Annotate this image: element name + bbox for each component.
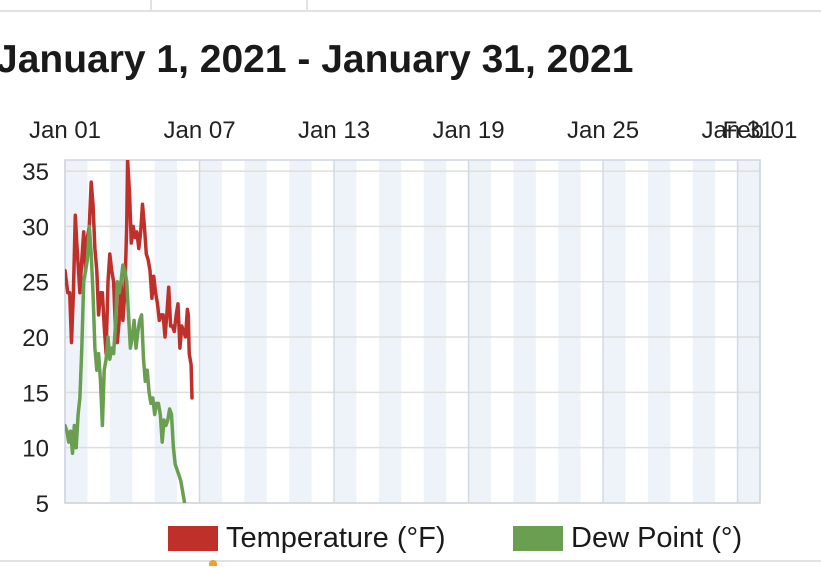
marker-dot [209, 560, 217, 566]
x-tick-label: Jan 01 [29, 117, 101, 144]
day-band [423, 160, 447, 503]
chart-legend: Temperature (°F) Dew Point (°) [0, 520, 821, 566]
day-band [199, 160, 222, 503]
plot-frame [64, 159, 761, 504]
x-tick-label: Feb 01 [723, 117, 798, 144]
y-tick-label: 15 [22, 380, 49, 407]
day-band [244, 160, 267, 503]
day-band [289, 160, 312, 503]
toolbar-divider [306, 0, 308, 10]
x-tick-label: Jan 25 [567, 117, 639, 144]
day-band [692, 160, 716, 503]
y-tick-label: 10 [22, 436, 49, 463]
day-band [603, 160, 626, 503]
dew-point-series-line [65, 224, 187, 503]
y-tick-label: 25 [22, 270, 49, 297]
day-band [558, 160, 581, 503]
y-tick-label: 20 [22, 325, 49, 352]
day-band [647, 160, 671, 503]
legend-item-temperature[interactable]: Temperature (°F) [168, 522, 445, 555]
day-band [334, 160, 357, 503]
x-tick-label: Jan 19 [433, 117, 505, 144]
legend-item-dew-point[interactable]: Dew Point (°) [513, 522, 742, 555]
x-tick-label: Jan 07 [163, 117, 235, 144]
x-tick-label: Jan 31 [702, 117, 774, 144]
legend-label-temperature: Temperature (°F) [226, 522, 446, 554]
day-band [513, 160, 536, 503]
y-tick-label: 35 [22, 159, 49, 186]
day-band [468, 160, 491, 503]
day-band [65, 160, 88, 503]
weather-line-chart: 5 10 15 20 25 30 35 Jan 01 Jan 07 Jan 13 Jan 19 Jan… [22, 117, 798, 518]
temperature-swatch [168, 526, 218, 551]
x-tick-label: Jan 13 [298, 117, 370, 144]
dew-point-swatch [513, 526, 563, 551]
top-toolbar [0, 0, 821, 12]
day-band [378, 160, 402, 503]
day-band [737, 160, 760, 503]
toolbar-divider [150, 0, 152, 10]
legend-label-dew-point: Dew Point (°) [571, 522, 743, 554]
y-tick-label: 5 [36, 491, 49, 518]
page-title: January 1, 2021 - January 31, 2021 [0, 38, 634, 81]
next-chart-edge [0, 560, 821, 568]
y-tick-label: 30 [22, 214, 49, 241]
